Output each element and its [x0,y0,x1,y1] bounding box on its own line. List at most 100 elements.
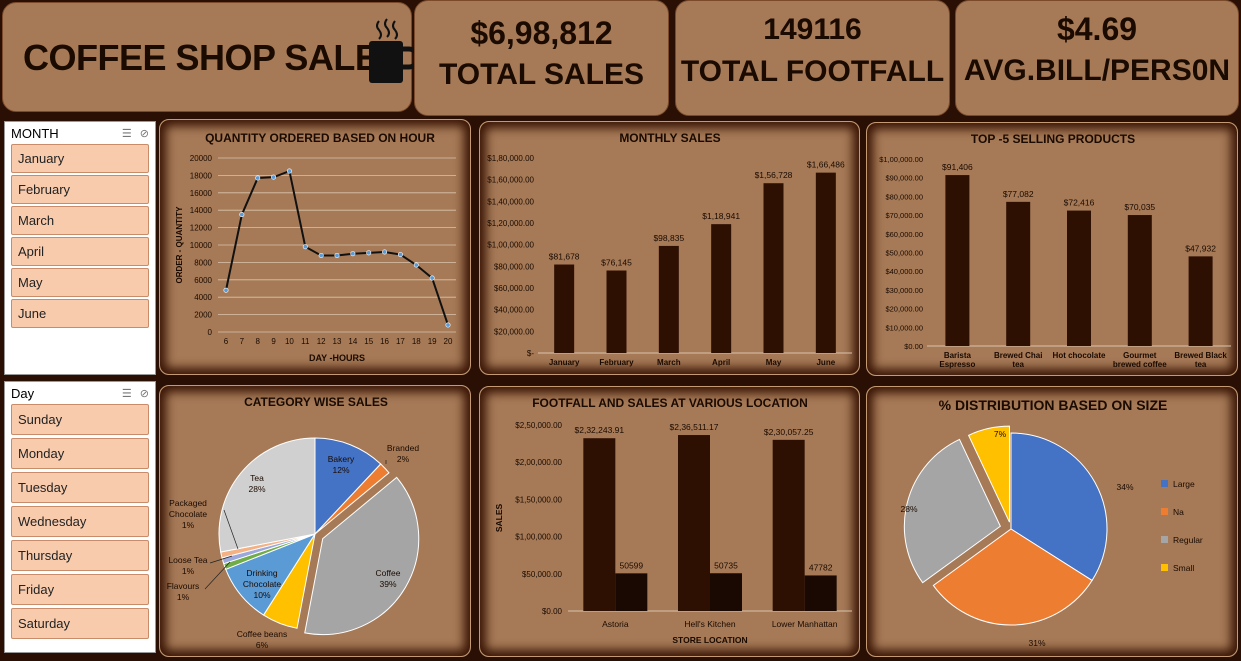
bar [1006,201,1031,346]
pie-slice [903,438,1001,584]
slicer-item-friday[interactable]: Friday [11,574,149,605]
slice-percent-label: 7% [994,429,1007,439]
slice-name-label: Packaged [169,498,207,508]
legend-label: Small [1173,563,1194,573]
x-tick-label: Hell's Kitchen [684,619,736,629]
pie-slice [1010,432,1108,582]
slicer-item-february[interactable]: February [11,175,149,204]
slicer-item-may[interactable]: May [11,268,149,297]
x-tick-label: 10 [285,337,294,346]
slice-percent-label: 34% [1116,482,1133,492]
title-card: COFFEE SHOP SALES [2,2,421,112]
clear-filter-icon[interactable]: ⊘ [139,127,149,140]
bar [804,575,837,611]
legend-swatch [1161,536,1168,543]
y-tick-label: $60,000.00 [885,230,923,239]
x-tick-label: March [657,358,681,367]
x-tick-label: April [712,358,730,367]
data-point [397,252,403,258]
y-tick-label: $1,00,000.00 [515,533,562,542]
data-label: $2,30,057.25 [764,427,814,437]
coffee-cup-icon [369,18,421,83]
x-tick-label: May [766,358,782,367]
y-tick-label: $1,80,000.00 [487,154,534,163]
slicer-item-april[interactable]: April [11,237,149,266]
slicer-item-wednesday[interactable]: Wednesday [11,506,149,537]
data-label: $72,416 [1064,198,1095,208]
x-axis-label: DAY -HOURS [309,353,365,363]
top-products-chart: TOP -5 SELLING PRODUCTS $0.00 $10,000.00 $2… [879,132,1231,369]
legend-swatch [1161,480,1168,487]
data-label: $77,082 [1003,189,1034,199]
legend-swatch [1161,564,1168,571]
y-tick-label: $1,40,000.00 [487,197,534,206]
total-sales-card: $6,98,812 TOTAL SALES [414,0,669,116]
slice-name-label: Coffee [376,568,401,578]
chart-title: TOP -5 SELLING PRODUCTS [971,132,1135,146]
y-tick-label: $80,000.00 [494,262,535,271]
chart-title: MONTHLY SALES [619,131,720,145]
category-sales-panel: CATEGORY WISE SALES Bakery 12% Branded 2% Cof… [159,385,471,657]
x-tick-label: 14 [348,337,357,346]
y-tick-label: $0.00 [542,607,563,616]
x-tick-label: 20 [444,337,453,346]
slicer-item-monday[interactable]: Monday [11,438,149,469]
top-products-panel: TOP -5 SELLING PRODUCTS $0.00 $10,000.00 $2… [866,122,1238,376]
day-slicer-title: Day [11,385,35,401]
slice-percent-label: 1% [182,566,195,576]
clear-filter-icon[interactable]: ⊘ [139,387,149,400]
x-tick-label: Espresso [939,360,975,369]
data-label: $76,145 [601,258,632,268]
chart-title: % DISTRIBUTION BASED ON SIZE [939,397,1168,413]
slicer-item-june[interactable]: June [11,299,149,328]
slicer-item-sunday[interactable]: Sunday [11,404,149,435]
slicer-item-thursday[interactable]: Thursday [11,540,149,571]
x-tick-label: 12 [317,337,326,346]
y-tick-label: 10000 [190,241,213,250]
slicer-item-tuesday[interactable]: Tuesday [11,472,149,503]
data-point [255,175,261,181]
data-point [318,252,324,258]
slicer-item-saturday[interactable]: Saturday [11,608,149,639]
series-line [225,169,449,326]
slice-name-label: Coffee beans [237,629,287,639]
y-tick-label: $30,000.00 [885,286,923,295]
slice-name-label: Loose Tea [168,555,207,565]
slice-percent-label: 28% [900,504,917,514]
data-label: 50735 [714,560,738,570]
monthly-sales-chart: MONTHLY SALES $- $20,000.00 $40,000.00 $60,0… [487,131,852,367]
y-tick-label: $70,000.00 [885,211,923,220]
y-tick-label: $50,000.00 [522,570,563,579]
multi-select-icon[interactable]: ☰ [121,387,132,400]
slicer-item-march[interactable]: March [11,206,149,235]
x-tick-label: Astoria [602,619,629,629]
data-label: $1,18,941 [702,211,740,221]
y-tick-label: $40,000.00 [494,306,535,315]
leader-line [223,509,239,550]
data-point [271,174,277,180]
pie-slice [932,528,1093,626]
legend-label: Large [1173,479,1195,489]
bar [711,224,732,353]
y-tick-label: $50,000.00 [885,249,923,258]
total-sales-label: TOTAL SALES [438,58,645,91]
x-tick-label: June [816,358,835,367]
y-axis-label: ORDER - QUANTITY [175,206,184,284]
data-point [382,249,388,255]
y-tick-label: $1,20,000.00 [487,219,534,228]
x-tick-label: 6 [224,337,229,346]
pie-slice [304,476,420,636]
multi-select-icon[interactable]: ☰ [121,127,132,140]
y-tick-label: $40,000.00 [885,267,923,276]
x-tick-label: Gourmet [1123,351,1157,360]
slice-name-label: Chocolate [243,579,282,589]
data-point [239,212,245,218]
y-tick-label: $1,50,000.00 [515,495,562,504]
slicer-item-january[interactable]: January [11,144,149,173]
slice-name-label: Drinking [246,568,277,578]
pie-slice [314,463,390,535]
slice-percent-label: 31% [1028,638,1045,648]
data-point [302,244,308,250]
slice-name-label: Branded [387,443,419,453]
